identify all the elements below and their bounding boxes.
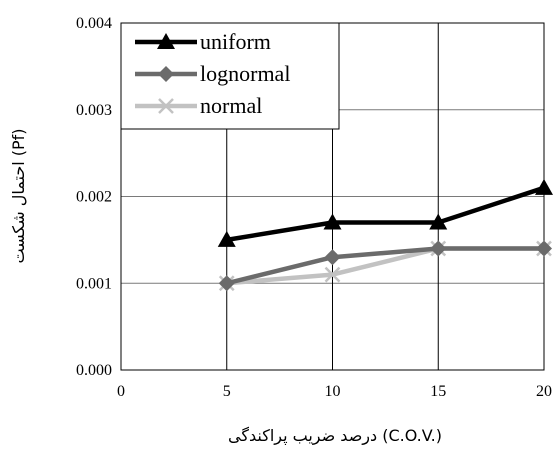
data-point-lognormal [324,249,341,266]
x-axis-title: درصد ضریب پراکندگی (C.O.V.) [228,426,442,446]
legend-marker [157,33,175,49]
series-uniform [217,178,553,247]
data-point-lognormal [536,240,552,257]
series-line-lognormal [226,246,544,286]
y-axis-title: احتمال شکست (Pf) [9,128,28,263]
x-tick-label: 15 [430,383,446,400]
data-point-uniform [429,213,448,230]
series-line-uniform [226,185,545,243]
x-tick-label: 0 [117,383,125,400]
x-tick-label: 5 [223,383,231,400]
x-tick-label: 20 [536,383,552,400]
y-tick-label: 0.002 [76,189,112,206]
legend: uniform lognormal normal [120,22,340,130]
data-point-uniform [217,230,236,247]
data-point-uniform [535,178,553,195]
data-point-lognormal [218,275,235,292]
legend-marker [158,98,174,114]
data-point-uniform [323,213,342,230]
data-point-normal [324,266,341,283]
legend-item-uniform: uniform [135,29,271,54]
y-tick-label: 0.001 [76,275,112,292]
legend-label: uniform [200,29,271,54]
legend-item-normal: normal [135,93,262,118]
y-tick-label: 0.000 [76,362,112,379]
legend-marker [158,66,174,82]
legend-label: normal [200,93,262,118]
data-point-lognormal [430,240,447,257]
series-lognormal [218,240,552,292]
y-tick-label: 0.003 [76,102,112,119]
series-group [217,178,553,292]
x-tick-label: 10 [325,383,341,400]
y-tick-label: 0.004 [76,15,112,32]
legend-label: lognormal [200,61,290,86]
tick-labels: 0.000 0.001 0.002 0.003 0.004 0 5 10 15 20 [76,15,552,400]
legend-item-lognormal: lognormal [135,61,290,86]
